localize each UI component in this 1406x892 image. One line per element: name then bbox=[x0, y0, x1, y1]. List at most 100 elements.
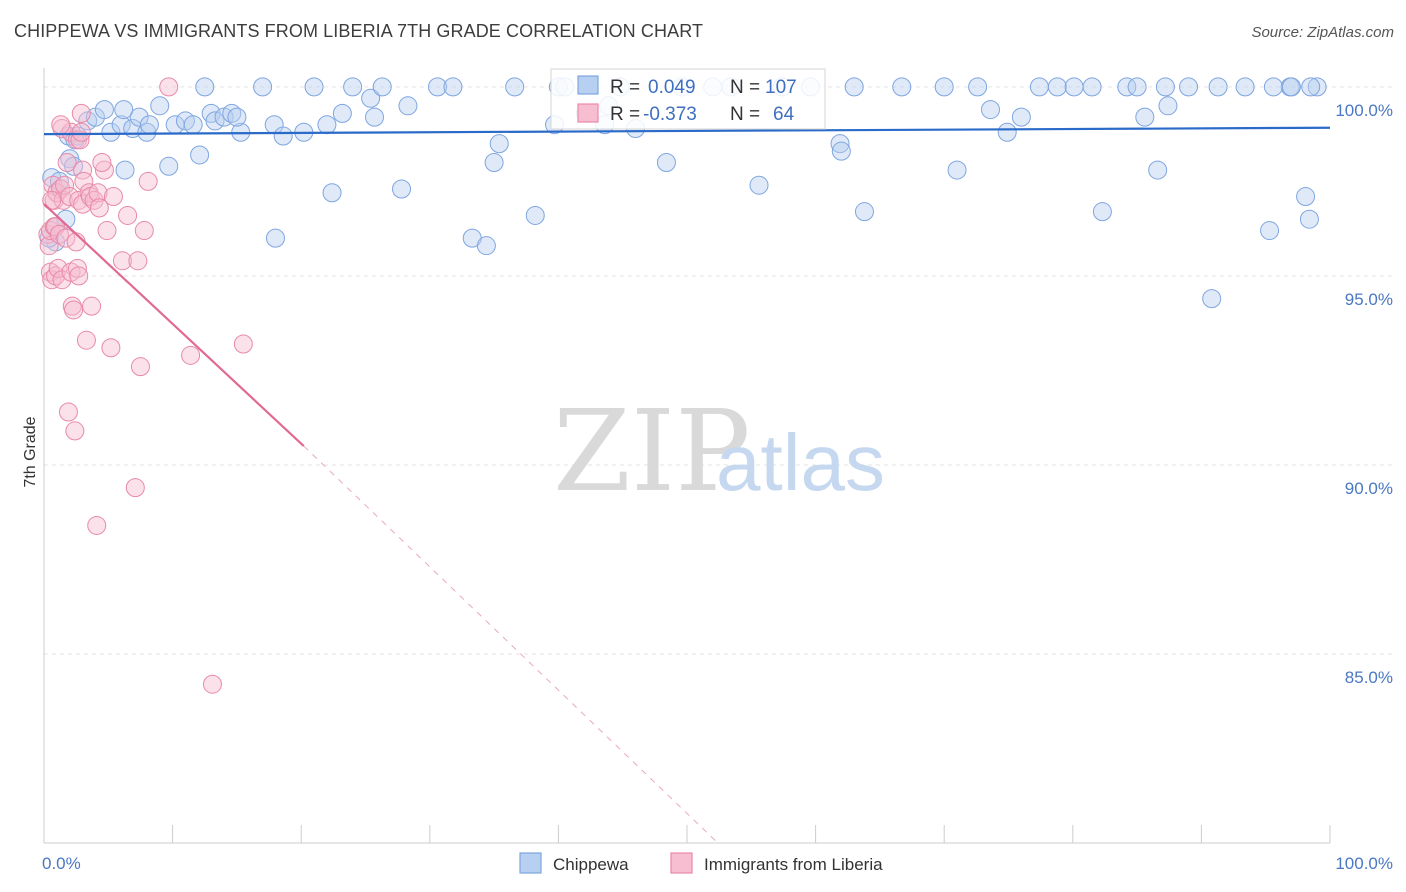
stats-n-label-chippewa: N = bbox=[730, 77, 760, 98]
point-chippewa bbox=[1029, 77, 1049, 97]
point-chippewa bbox=[1047, 77, 1067, 97]
stats-r-value-chippewa: 0.049 bbox=[648, 77, 696, 98]
point-chippewa bbox=[1281, 77, 1301, 97]
point-chippewa bbox=[1301, 77, 1321, 97]
point-liberia bbox=[48, 258, 68, 278]
series-liberia-points bbox=[38, 77, 253, 694]
point-liberia bbox=[202, 674, 222, 694]
x-tick-label-max: 100.0% bbox=[1335, 854, 1393, 873]
point-chippewa bbox=[1307, 77, 1327, 97]
stats-legend: R = 0.049 N = 107 R = -0.373 N = 64 bbox=[550, 68, 826, 130]
stats-n-value-chippewa: 107 bbox=[765, 77, 797, 98]
point-chippewa bbox=[129, 107, 149, 127]
point-chippewa bbox=[1135, 107, 1155, 127]
point-chippewa bbox=[322, 183, 342, 203]
y-tick-label-85: 85.0% bbox=[1345, 668, 1393, 687]
watermark-atlas: atlas bbox=[716, 418, 885, 507]
point-liberia bbox=[92, 153, 112, 173]
y-tick-label-100: 100.0% bbox=[1335, 101, 1393, 120]
point-liberia bbox=[49, 224, 69, 244]
point-liberia bbox=[51, 115, 71, 135]
point-chippewa bbox=[1148, 160, 1168, 180]
point-liberia bbox=[181, 345, 201, 365]
point-liberia bbox=[69, 266, 89, 286]
point-chippewa bbox=[934, 77, 954, 97]
point-chippewa bbox=[947, 160, 967, 180]
point-liberia bbox=[42, 190, 62, 210]
bottom-legend: Chippewa Immigrants from Liberia bbox=[519, 852, 883, 874]
stats-swatch-chippewa bbox=[577, 75, 599, 95]
point-chippewa bbox=[150, 96, 170, 116]
trend-line-chippewa bbox=[43, 126, 1331, 136]
point-liberia bbox=[56, 228, 76, 248]
y-axis-title: 7th Grade bbox=[22, 416, 39, 487]
point-chippewa bbox=[159, 156, 179, 176]
point-chippewa bbox=[195, 77, 215, 97]
point-liberia bbox=[88, 183, 108, 203]
point-chippewa bbox=[114, 100, 134, 120]
point-liberia bbox=[46, 266, 66, 286]
point-liberia bbox=[87, 515, 107, 535]
stats-r-label-liberia: R = bbox=[610, 104, 640, 125]
point-chippewa bbox=[525, 205, 545, 225]
point-chippewa bbox=[443, 77, 463, 97]
point-chippewa bbox=[1235, 77, 1255, 97]
point-chippewa bbox=[854, 202, 874, 222]
point-liberia bbox=[42, 270, 62, 290]
point-chippewa bbox=[94, 100, 114, 120]
y-tick-labels: 100.0% 95.0% 90.0% 85.0% bbox=[1335, 101, 1393, 687]
point-chippewa bbox=[139, 115, 159, 135]
point-liberia bbox=[58, 402, 78, 422]
source-credit: Source: ZipAtlas.com bbox=[1251, 24, 1394, 41]
point-chippewa bbox=[749, 175, 769, 195]
point-liberia bbox=[65, 421, 85, 441]
point-chippewa bbox=[137, 122, 157, 142]
point-chippewa bbox=[115, 160, 135, 180]
point-chippewa bbox=[365, 107, 385, 127]
legend-label-liberia: Immigrants from Liberia bbox=[704, 855, 883, 874]
point-chippewa bbox=[1155, 77, 1175, 97]
point-chippewa bbox=[1011, 107, 1031, 127]
point-chippewa bbox=[997, 122, 1017, 142]
point-chippewa bbox=[1202, 289, 1222, 309]
legend-swatch-chippewa bbox=[519, 852, 542, 874]
point-chippewa bbox=[1117, 77, 1137, 97]
point-chippewa bbox=[317, 115, 337, 135]
point-chippewa bbox=[1263, 77, 1283, 97]
chart-title: CHIPPEWA VS IMMIGRANTS FROM LIBERIA 7TH … bbox=[14, 21, 704, 41]
point-liberia bbox=[71, 103, 91, 123]
point-chippewa bbox=[398, 96, 418, 116]
stats-n-label-liberia: N = bbox=[730, 104, 760, 125]
point-chippewa bbox=[372, 77, 392, 97]
point-liberia bbox=[89, 198, 109, 218]
point-chippewa bbox=[980, 100, 1000, 120]
point-liberia bbox=[53, 190, 73, 210]
point-chippewa bbox=[190, 145, 210, 165]
point-liberia bbox=[55, 175, 75, 195]
point-liberia bbox=[70, 130, 90, 150]
point-chippewa bbox=[304, 77, 324, 97]
gridlines bbox=[44, 86, 1392, 655]
point-chippewa bbox=[656, 153, 676, 173]
trend-line-liberia bbox=[43, 203, 305, 447]
point-liberia bbox=[130, 357, 150, 377]
point-chippewa bbox=[476, 236, 496, 256]
watermark-zip: ZIP bbox=[553, 387, 750, 517]
point-liberia bbox=[159, 77, 179, 97]
point-chippewa bbox=[222, 103, 242, 123]
point-liberia bbox=[125, 478, 145, 498]
point-chippewa bbox=[183, 115, 203, 135]
point-chippewa bbox=[332, 103, 352, 123]
point-liberia bbox=[82, 296, 102, 316]
point-chippewa bbox=[1127, 77, 1147, 97]
point-liberia bbox=[94, 160, 114, 180]
legend-label-chippewa: Chippewa bbox=[553, 855, 629, 874]
point-liberia bbox=[128, 251, 148, 271]
stats-r-label-chippewa: R = bbox=[610, 77, 640, 98]
y-tick-label-90: 90.0% bbox=[1345, 479, 1393, 498]
point-chippewa bbox=[844, 77, 864, 97]
point-liberia bbox=[97, 221, 117, 241]
point-chippewa bbox=[265, 228, 285, 248]
point-liberia bbox=[112, 251, 132, 271]
